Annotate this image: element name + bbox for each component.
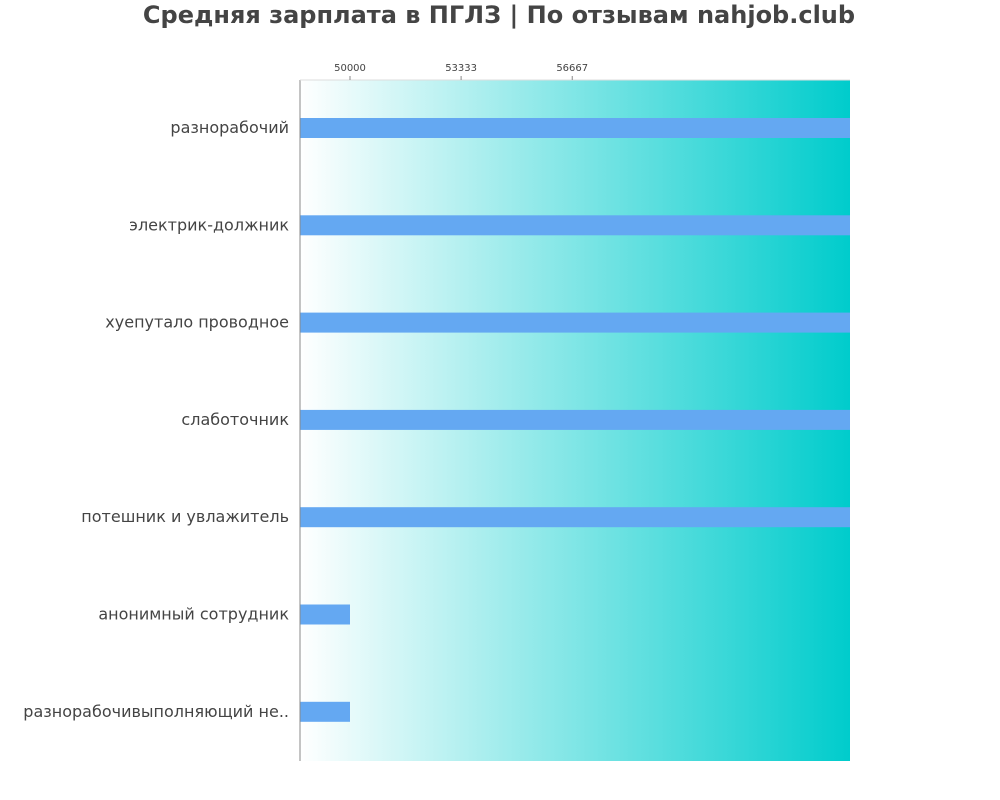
x-ticks: 50000 53333 56667 xyxy=(334,63,588,80)
bar-1 xyxy=(300,215,850,236)
category-labels: разнорабочий электрик-должник хуепутало пр… xyxy=(23,118,289,721)
category-label: хуепутало проводное xyxy=(105,313,289,332)
x-tick-label: 56667 xyxy=(556,63,588,74)
chart-title: Средняя зарплата в ПГЛЗ | По отзывам nah… xyxy=(142,1,856,29)
category-label: анонимный сотрудник xyxy=(98,605,289,624)
category-label: разнорабочий xyxy=(170,118,289,137)
bar-5 xyxy=(300,604,350,625)
category-label: потешник и увлажитель xyxy=(81,507,289,526)
axes xyxy=(299,79,850,761)
bar-0 xyxy=(300,118,850,138)
bar-6 xyxy=(300,701,350,722)
category-label: слаботочник xyxy=(181,410,289,429)
x-tick-label: 53333 xyxy=(445,63,477,74)
category-label: электрик-должник xyxy=(129,215,289,234)
bars xyxy=(300,118,850,722)
bar-4 xyxy=(300,507,850,528)
category-label: разнорабочивыполняющий не.. xyxy=(23,702,289,721)
x-tick-label: 50000 xyxy=(334,63,366,74)
bar-3 xyxy=(300,409,850,430)
bar-2 xyxy=(300,312,850,333)
